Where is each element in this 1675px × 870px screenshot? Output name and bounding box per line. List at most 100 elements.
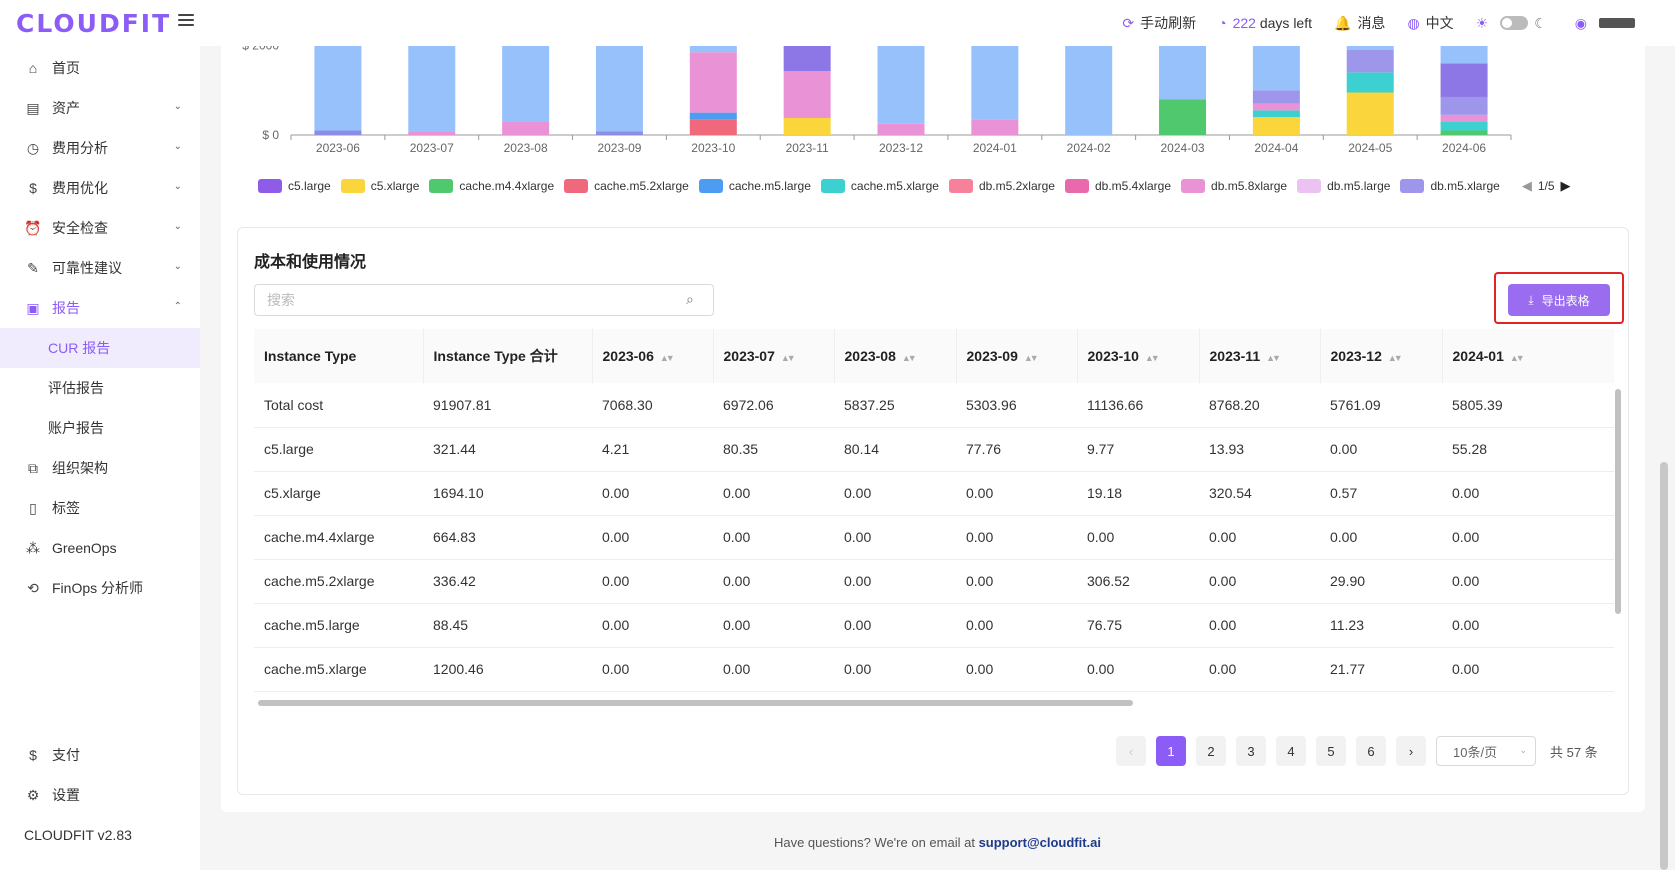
app-logo[interactable]: CLOUDFIT: [16, 9, 172, 38]
sort-icon[interactable]: ▲▼: [1266, 353, 1281, 363]
sidebar-item-assets[interactable]: ▤ 资产 ⌄: [0, 88, 200, 128]
legend-item[interactable]: db.m5.xlarge: [1400, 179, 1500, 193]
legend-item[interactable]: db.m5.4xlarge: [1064, 179, 1171, 193]
sort-icon[interactable]: ▲▼: [901, 353, 917, 363]
search-input[interactable]: [254, 284, 714, 316]
table-vertical-scrollbar[interactable]: [1614, 385, 1622, 700]
sort-icon[interactable]: ▲▼: [1144, 353, 1160, 363]
page-number-button[interactable]: 1: [1156, 736, 1186, 766]
page-scrollbar[interactable]: [1660, 462, 1668, 870]
legend-item[interactable]: cache.m5.2xlarge: [564, 179, 689, 193]
page-number-button[interactable]: 2: [1196, 736, 1226, 766]
sidebar-item-home[interactable]: ⌂ 首页: [0, 48, 200, 88]
bar-segment[interactable]: [1440, 96, 1488, 115]
bar-segment[interactable]: [1346, 46, 1394, 50]
bar-segment[interactable]: [1252, 46, 1300, 91]
prev-page-button[interactable]: ‹: [1116, 736, 1146, 766]
bar-segment[interactable]: [502, 121, 550, 135]
table-horizontal-scrollbar[interactable]: [256, 699, 1612, 707]
legend-item[interactable]: c5.xlarge: [340, 179, 419, 193]
bar-segment[interactable]: [877, 46, 925, 124]
bar-segment[interactable]: [1252, 90, 1300, 104]
export-table-button[interactable]: ⤓ 导出表格: [1508, 284, 1610, 316]
bar-segment[interactable]: [1440, 114, 1488, 122]
page-number-button[interactable]: 4: [1276, 736, 1306, 766]
bar-segment[interactable]: [314, 130, 362, 135]
messages-button[interactable]: 🔔 消息: [1334, 13, 1385, 33]
sort-icon[interactable]: ▲▼: [1509, 353, 1525, 363]
column-header[interactable]: 2024-01 ▲▼: [1442, 329, 1614, 383]
sidebar-item-security[interactable]: ⏰ 安全检查 ⌄: [0, 208, 200, 248]
bar-segment[interactable]: [783, 71, 831, 118]
page-size-select[interactable]: 10条/页 ⌄: [1436, 736, 1536, 766]
bar-segment[interactable]: [1252, 117, 1300, 135]
sort-icon[interactable]: ▲▼: [1023, 353, 1039, 363]
sidebar-item-payment[interactable]: $ 支付: [0, 735, 200, 775]
bar-segment[interactable]: [689, 119, 737, 135]
legend-item[interactable]: db.m5.large: [1297, 179, 1390, 193]
bar-segment[interactable]: [595, 46, 643, 132]
sidebar-subitem-account-report[interactable]: 账户报告: [48, 420, 104, 436]
bar-segment[interactable]: [689, 112, 737, 120]
column-header[interactable]: 2023-06 ▲▼: [592, 329, 714, 383]
column-header[interactable]: 2023-12 ▲▼: [1320, 329, 1443, 383]
bar-segment[interactable]: [1440, 63, 1488, 97]
sidebar-item-reliability[interactable]: ✎ 可靠性建议 ⌄: [0, 248, 200, 288]
bar-segment[interactable]: [971, 119, 1019, 135]
theme-switch[interactable]: ☀ ☾: [1476, 15, 1553, 32]
legend-item[interactable]: db.m5.8xlarge: [1181, 179, 1287, 193]
legend-item[interactable]: c5.large: [258, 179, 331, 193]
sidebar-item-finops-analyst[interactable]: ⟲ FinOps 分析师: [0, 568, 200, 608]
bar-segment[interactable]: [1346, 92, 1394, 135]
column-header[interactable]: 2023-09 ▲▼: [956, 329, 1078, 383]
sidebar-subitem-assessment-report[interactable]: 评估报告: [48, 380, 104, 396]
bar-segment[interactable]: [971, 46, 1019, 120]
page-number-button[interactable]: 5: [1316, 736, 1346, 766]
page-number-button[interactable]: 6: [1356, 736, 1386, 766]
sidebar-item-greenops[interactable]: ⁂ GreenOps: [0, 528, 200, 568]
next-page-button[interactable]: ›: [1396, 736, 1426, 766]
bar-segment[interactable]: [1346, 49, 1394, 73]
column-header[interactable]: 2023-10 ▲▼: [1077, 329, 1200, 383]
bar-segment[interactable]: [408, 131, 456, 135]
user-menu[interactable]: ◉: [1575, 15, 1635, 32]
legend-item[interactable]: db.m5.2xlarge: [948, 179, 1055, 193]
bar-segment[interactable]: [877, 123, 925, 135]
page-number-button[interactable]: 3: [1236, 736, 1266, 766]
support-email-link[interactable]: support@cloudfit.ai: [978, 835, 1102, 850]
bar-segment[interactable]: [408, 46, 456, 132]
bar-segment[interactable]: [502, 46, 550, 122]
bar-segment[interactable]: [689, 46, 737, 53]
legend-next-icon[interactable]: ▶: [1560, 178, 1571, 193]
bar-segment[interactable]: [314, 46, 362, 131]
language-switcher[interactable]: ◍ 中文: [1407, 13, 1453, 33]
sidebar-item-tags[interactable]: ▯ 标签: [0, 488, 200, 528]
bar-segment[interactable]: [783, 117, 831, 135]
sidebar-item-org[interactable]: ⧉ 组织架构: [0, 448, 200, 488]
column-header[interactable]: 2023-07 ▲▼: [713, 329, 835, 383]
column-header[interactable]: 2023-11 ▲▼: [1199, 329, 1321, 383]
sidebar-item-cost-analysis[interactable]: ◷ 费用分析 ⌄: [0, 128, 200, 168]
bar-segment[interactable]: [783, 46, 831, 72]
bar-segment[interactable]: [1440, 130, 1488, 135]
bar-segment[interactable]: [1159, 99, 1207, 135]
sidebar-item-settings[interactable]: ⚙ 设置: [0, 775, 200, 815]
bar-segment[interactable]: [1065, 46, 1113, 135]
bar-segment[interactable]: [1440, 121, 1488, 131]
legend-item[interactable]: cache.m5.xlarge: [820, 179, 939, 193]
sort-icon[interactable]: ▲▼: [780, 353, 796, 363]
sidebar-subitem-cur-report[interactable]: CUR 报告: [0, 328, 200, 368]
sort-icon[interactable]: ▲▼: [1387, 353, 1403, 363]
sort-icon[interactable]: ▲▼: [659, 353, 675, 363]
bar-segment[interactable]: [1252, 103, 1300, 111]
legend-item[interactable]: cache.m5.large: [698, 179, 811, 193]
sidebar-item-reports[interactable]: ▣ 报告 ⌃: [0, 288, 200, 328]
bar-segment[interactable]: [1159, 46, 1207, 100]
bar-segment[interactable]: [595, 131, 643, 135]
theme-toggle[interactable]: [1500, 16, 1529, 30]
bar-segment[interactable]: [1346, 72, 1394, 93]
legend-item[interactable]: cache.m4.4xlarge: [429, 179, 554, 193]
legend-prev-icon[interactable]: ◀: [1521, 178, 1532, 193]
refresh-button[interactable]: ⟳ 手动刷新: [1122, 13, 1196, 33]
bar-segment[interactable]: [1252, 110, 1300, 118]
